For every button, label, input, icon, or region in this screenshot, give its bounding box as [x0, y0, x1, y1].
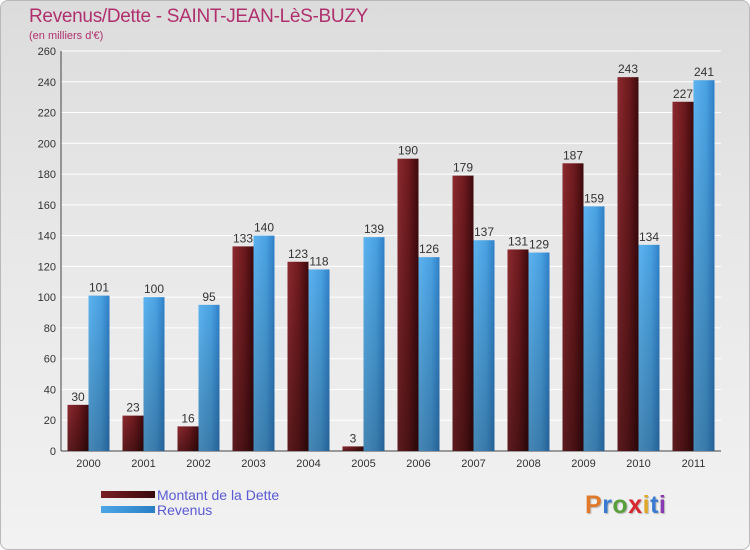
x-tick-label: 2006	[406, 458, 430, 470]
x-tick-label: 2005	[351, 458, 375, 470]
bar-debt-shade	[67, 404, 89, 451]
data-label: 100	[144, 282, 164, 296]
data-label: 134	[639, 230, 659, 244]
bar-debt-shade	[122, 415, 144, 451]
bar-debt-shade	[672, 101, 694, 452]
data-label: 133	[233, 231, 253, 245]
y-tick-label: 260	[38, 46, 56, 58]
data-label: 227	[673, 87, 693, 101]
bar-debt-shade	[562, 163, 584, 452]
logo-letter: o	[612, 491, 629, 519]
y-tick-label: 100	[38, 292, 56, 304]
bar-debt-shade	[287, 261, 309, 451]
y-tick-label: 180	[38, 169, 56, 181]
bar-revenue-shade	[308, 269, 330, 451]
data-label: 129	[529, 238, 549, 252]
y-tick-label: 140	[38, 231, 56, 243]
data-label: 140	[254, 221, 274, 235]
bar-revenue-shade	[693, 80, 715, 451]
bar-revenue-shade	[363, 237, 385, 451]
chart-subtitle: (en milliers d'€)	[29, 30, 104, 42]
bar-revenue-shade	[143, 297, 165, 451]
x-tick-label: 2010	[626, 458, 650, 470]
y-tick-label: 40	[44, 384, 56, 396]
y-tick-label: 160	[38, 200, 56, 212]
data-label: 179	[453, 161, 473, 175]
bar-revenue-shade	[88, 295, 110, 451]
y-tick-label: 200	[38, 138, 56, 150]
legend-item-revenue: Revenus	[101, 501, 279, 518]
legend-swatch-debt	[101, 491, 155, 498]
logo-letter: i	[658, 491, 667, 519]
data-label: 139	[364, 222, 384, 236]
bar-debt-shade	[617, 77, 639, 452]
bar-revenue-shade	[473, 240, 495, 451]
logo-letter: r	[602, 491, 613, 519]
legend-item-debt: Montant de la Dette	[101, 486, 280, 503]
data-label: 126	[419, 242, 439, 256]
legend-label-debt: Montant de la Dette	[157, 486, 280, 503]
y-tick-label: 20	[44, 415, 56, 427]
bar-revenue-shade	[638, 244, 660, 451]
x-tick-label: 2001	[131, 458, 155, 470]
y-tick-label: 220	[38, 108, 56, 120]
data-label: 16	[181, 411, 195, 425]
y-tick-label: 240	[38, 77, 56, 89]
x-tick-label: 2003	[241, 458, 265, 470]
x-tick-label: 2009	[571, 458, 595, 470]
proxiti-logo: Proxiti	[585, 491, 666, 520]
y-tick-label: 0	[50, 446, 56, 458]
bar-debt-shade	[232, 246, 254, 451]
y-tick-label: 120	[38, 261, 56, 273]
data-label: 23	[126, 401, 140, 415]
logo-letter: i	[642, 491, 651, 519]
bar-revenue-shade	[418, 257, 440, 451]
data-label: 3	[350, 431, 357, 445]
data-label: 137	[474, 225, 494, 239]
x-tick-label: 2000	[76, 458, 100, 470]
x-tick-label: 2011	[682, 458, 706, 470]
data-label: 101	[89, 281, 109, 295]
bar-revenue-shade	[528, 252, 550, 451]
y-tick-label: 80	[44, 323, 56, 335]
bar-revenue-shade	[253, 235, 275, 451]
data-label: 190	[398, 144, 418, 158]
data-label: 118	[309, 254, 328, 268]
bar-debt-shade	[452, 175, 474, 451]
logo-letter: P	[585, 491, 603, 519]
data-label: 30	[71, 390, 85, 404]
data-label: 123	[288, 247, 308, 261]
legend-label-revenue: Revenus	[157, 501, 213, 518]
y-tick-label: 60	[44, 354, 56, 366]
bar-debt-shade	[177, 426, 199, 451]
data-label: 95	[202, 290, 216, 304]
chart-legend: Montant de la Dette Revenus	[101, 486, 280, 518]
data-label: 187	[563, 148, 583, 162]
bar-revenue-shade	[198, 304, 220, 451]
bar-debt-shade	[507, 249, 529, 451]
data-label: 131	[508, 234, 528, 248]
bar-debt-shade	[342, 446, 364, 451]
legend-swatch-revenue	[101, 506, 155, 513]
bar-debt-shade	[397, 158, 419, 451]
data-label: 159	[584, 191, 604, 205]
x-tick-label: 2002	[186, 458, 210, 470]
x-tick-label: 2008	[516, 458, 540, 470]
data-label: 241	[694, 65, 714, 79]
logo-letter: t	[650, 491, 659, 519]
x-tick-label: 2004	[296, 458, 320, 470]
x-tick-label: 2007	[461, 458, 485, 470]
data-label: 243	[618, 62, 638, 76]
chart-title: Revenus/Dette - SAINT-JEAN-LèS-BUZY	[29, 6, 368, 27]
logo-letter: x	[628, 491, 643, 519]
bar-revenue-shade	[583, 206, 605, 451]
